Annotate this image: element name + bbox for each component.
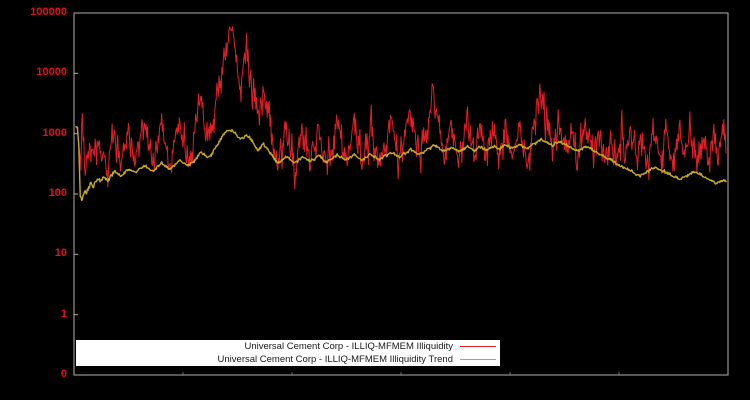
- y-axis-tick-label: 100000: [30, 6, 67, 18]
- legend-entry-illiquidity[interactable]: Universal Cement Corp - ILLIQ-MFMEM Illi…: [76, 340, 500, 353]
- legend-swatch-illiquidity-trend: [460, 359, 496, 360]
- y-axis-tick-label: 1: [60, 307, 67, 320]
- plot-axis-frame: [73, 12, 729, 376]
- y-axis-tick-label: 0: [60, 368, 67, 380]
- y-axis-tick-label: 1000: [42, 126, 67, 139]
- plot-area-background: [74, 13, 728, 375]
- y-axis-tick-label: 10000: [36, 66, 67, 79]
- legend-label-illiquidity-trend: Universal Cement Corp - ILLIQ-MFMEM Illi…: [217, 354, 453, 365]
- legend-swatch-illiquidity: [460, 346, 496, 347]
- legend-entry-illiquidity-trend[interactable]: Universal Cement Corp - ILLIQ-MFMEM Illi…: [76, 353, 500, 366]
- series-illiquidity-line: [75, 26, 727, 190]
- y-axis-tick-label: 10: [54, 247, 67, 260]
- legend-label-illiquidity: Universal Cement Corp - ILLIQ-MFMEM Illi…: [244, 341, 453, 352]
- y-axis-tick-label: 100: [48, 187, 67, 199]
- chart-legend[interactable]: Universal Cement Corp - ILLIQ-MFMEM Illi…: [76, 340, 500, 366]
- series-illiquidity-trend-line: [75, 126, 727, 202]
